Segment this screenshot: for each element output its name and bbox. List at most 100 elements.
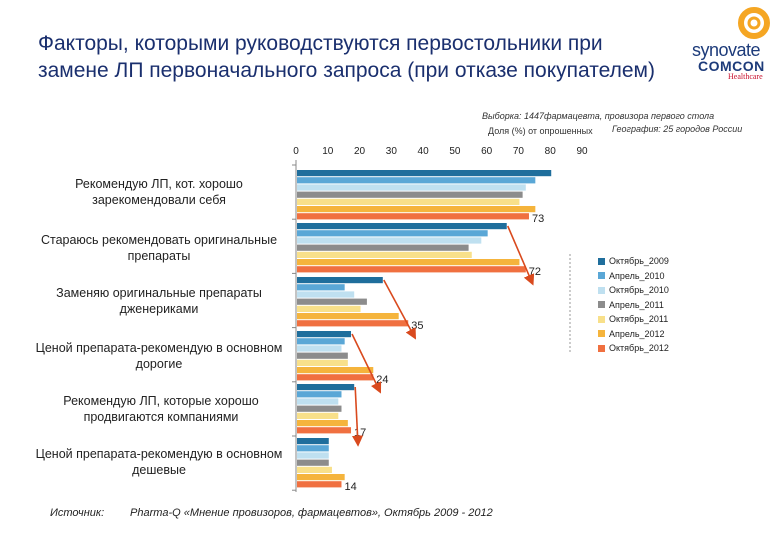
- x-tick-label: 30: [386, 146, 398, 157]
- synovate-comcon-logo: synovate COMCON Healthcare: [678, 6, 774, 81]
- trend-arrow: [351, 386, 364, 447]
- bar: [297, 438, 329, 445]
- logo-ring-icon: [738, 7, 770, 39]
- category-label: Стараюсь рекомендовать оригинальные преп…: [40, 233, 278, 263]
- bar: [297, 420, 348, 427]
- bar: [297, 305, 361, 312]
- bar: [297, 398, 339, 405]
- x-tick-label: 50: [449, 146, 461, 157]
- bar: [297, 177, 536, 184]
- source-label: Источник:: [50, 507, 105, 519]
- bar: [297, 391, 342, 398]
- logo-name-line2: COMCON: [698, 58, 765, 74]
- bar: [297, 331, 352, 338]
- chart-legend: Октябрь_2009 Апрель_2010 Октябрь_2010 Апрел…: [598, 254, 682, 356]
- bar: [297, 259, 520, 266]
- legend-swatch: [598, 301, 605, 309]
- x-tick-label: 70: [513, 146, 525, 157]
- bar: [297, 345, 342, 352]
- bar: [297, 474, 345, 481]
- bar: [297, 352, 348, 359]
- bar: [297, 374, 374, 381]
- x-tick-label: 10: [322, 146, 334, 157]
- bar: [297, 427, 352, 434]
- x-tick-label: 0: [293, 146, 299, 157]
- legend-label: Апрель_2010: [609, 270, 665, 281]
- bar: [297, 206, 536, 213]
- legend-item: Апрель_2010: [598, 269, 682, 284]
- x-tick-label: 40: [418, 146, 430, 157]
- bar: [297, 452, 329, 459]
- bar: [297, 320, 409, 327]
- legend-label: Октябрь_2010: [609, 285, 669, 296]
- bar: [297, 284, 345, 291]
- bar: [297, 298, 367, 305]
- bar: [297, 213, 529, 220]
- data-label: 35: [411, 320, 423, 332]
- bar: [297, 191, 523, 198]
- bar: [297, 338, 345, 345]
- legend-swatch: [598, 286, 605, 294]
- data-label: 24: [376, 374, 388, 386]
- legend-label: Октябрь_2011: [609, 314, 669, 325]
- legend-item: Апрель_2011: [598, 298, 682, 313]
- data-label: 72: [529, 266, 541, 278]
- category-label: Ценой препарата-рекомендую в основном до…: [35, 341, 283, 371]
- data-label: 17: [354, 427, 366, 439]
- share-label: Доля (%) от опрошенных: [488, 126, 593, 136]
- trend-arrow: [351, 333, 382, 394]
- x-tick-label: 60: [481, 146, 493, 157]
- bar: [297, 223, 507, 230]
- bar: [297, 266, 526, 273]
- data-label: 14: [344, 481, 356, 493]
- bar: [297, 359, 348, 366]
- bar: [297, 170, 552, 177]
- legend-swatch: [598, 330, 605, 338]
- geography-info: География: 25 городов России: [612, 124, 743, 134]
- legend-swatch: [598, 272, 605, 280]
- data-label: 73: [532, 213, 544, 225]
- bar: [297, 230, 488, 237]
- bar: [297, 405, 342, 412]
- logo-name-line1: synovate: [692, 40, 761, 60]
- bar: [297, 237, 482, 244]
- trend-arrow: [506, 225, 535, 286]
- legend-label: Апрель_2012: [609, 328, 665, 339]
- legend-swatch: [598, 257, 605, 265]
- x-tick-label: 20: [354, 146, 366, 157]
- legend-item: Апрель_2012: [598, 327, 682, 342]
- legend-swatch: [598, 315, 605, 323]
- legend-swatch: [598, 344, 605, 352]
- category-label: Рекомендую ЛП, которые хорошо продвигают…: [63, 394, 259, 424]
- bar: [297, 244, 469, 251]
- bar: [297, 251, 472, 258]
- page-title: Факторы, которыми руководствуются первос…: [38, 32, 655, 82]
- source-text: Pharma-Q «Мнение провизоров, фармацевтов…: [130, 507, 493, 519]
- legend-label: Октябрь_2009: [609, 256, 669, 267]
- bar: [297, 313, 399, 320]
- bar: [297, 198, 520, 205]
- legend-item: Октябрь_2011: [598, 312, 682, 327]
- legend-label: Апрель_2011: [609, 299, 664, 310]
- bar: [297, 184, 526, 191]
- sample-info: Выборка: 1447фармацевта, провизора перво…: [482, 111, 715, 121]
- category-label: Заменяю оригинальные препараты дженерика…: [56, 286, 262, 316]
- category-label: Рекомендую ЛП, кот. хорошо зарекомендова…: [75, 177, 243, 207]
- legend-item: Октябрь_2009: [598, 254, 682, 269]
- x-tick-label: 90: [576, 146, 588, 157]
- legend-item: Октябрь_2012: [598, 341, 682, 356]
- bar: [297, 277, 383, 284]
- bar: [297, 291, 355, 298]
- legend-label: Октябрь_2012: [609, 343, 669, 354]
- bar: [297, 367, 374, 374]
- bar: [297, 459, 329, 466]
- bar: [297, 445, 329, 452]
- category-label: Ценой препарата-рекомендую в основном де…: [35, 447, 283, 477]
- bar: [297, 384, 355, 391]
- bar: [297, 481, 342, 488]
- bar: [297, 412, 339, 419]
- x-tick-label: 80: [545, 146, 557, 157]
- legend-item: Октябрь_2010: [598, 283, 682, 298]
- logo-name-line3: Healthcare: [728, 72, 763, 81]
